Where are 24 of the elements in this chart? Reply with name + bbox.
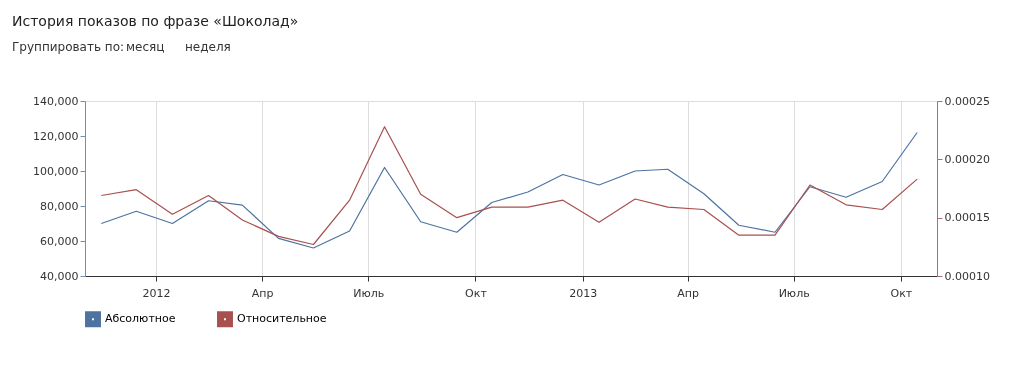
y2-tick-label: 0.00010 bbox=[944, 269, 990, 283]
y2-tick-label: 0.00020 bbox=[944, 152, 990, 166]
y-tick-label: 140,000 bbox=[33, 94, 79, 108]
text: месяц bbox=[126, 40, 165, 54]
x-tick-label: 2013 bbox=[569, 286, 598, 300]
y-tick-label: 120,000 bbox=[33, 129, 79, 143]
x-tick-label: 2012 bbox=[142, 286, 171, 300]
x-tick-label: Окт bbox=[465, 286, 488, 300]
y-tick-label: 80,000 bbox=[40, 199, 79, 213]
text: Группировать по: bbox=[12, 40, 125, 54]
x-tick-label: Апр bbox=[677, 286, 699, 300]
x-tick-label: Апр bbox=[251, 286, 274, 300]
x-tick-label: Июль bbox=[353, 286, 385, 300]
y2-tick-label: 0.00025 bbox=[944, 94, 990, 108]
x-tick-label: Июль bbox=[778, 286, 810, 300]
y-tick-label: 40,000 bbox=[40, 269, 79, 283]
legend-label: Относительное bbox=[237, 312, 327, 326]
y2-tick-label: 0.00015 bbox=[944, 211, 990, 225]
chart-title: История показов по фразе «Шоколад» bbox=[12, 13, 299, 29]
y-tick-label: 100,000 bbox=[33, 164, 79, 178]
legend-label: Абсолютное bbox=[105, 312, 176, 326]
y-tick-label: 60,000 bbox=[40, 234, 79, 248]
text: неделя bbox=[185, 40, 231, 54]
x-tick-label: Окт bbox=[890, 286, 913, 300]
